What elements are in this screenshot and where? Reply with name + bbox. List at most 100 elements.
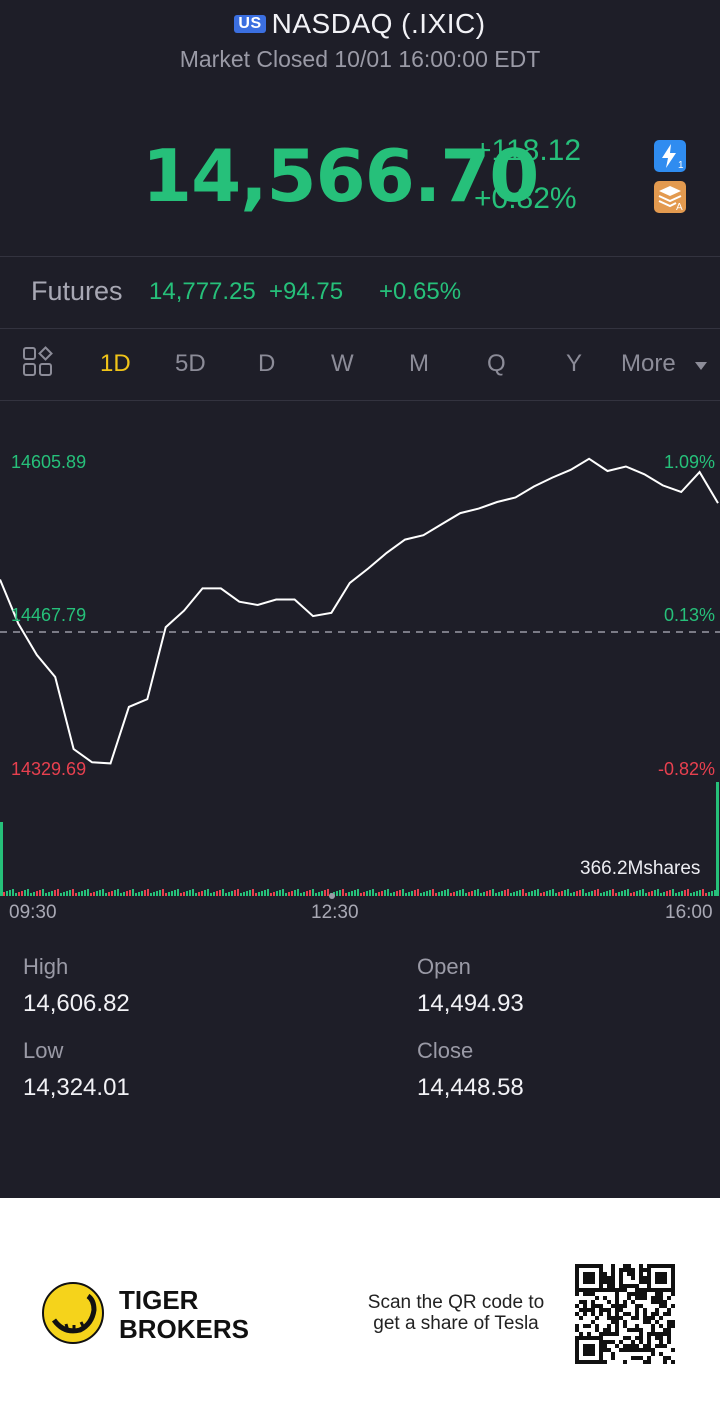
volume-bar (72, 889, 74, 896)
volume-bar (222, 889, 224, 896)
futures-label: Futures (31, 276, 123, 306)
index-name: NASDAQ (.IXIC) (271, 8, 486, 39)
volume-bar (339, 890, 341, 896)
volume-bar (492, 889, 494, 896)
volume-bar (270, 893, 272, 896)
volume-bar (642, 889, 644, 896)
volume-bar (498, 892, 500, 896)
volume-bar (120, 893, 122, 896)
tab-d[interactable]: D (258, 350, 276, 377)
volume-bar (45, 893, 47, 896)
volume-bar (336, 891, 338, 896)
volume-bar (630, 893, 632, 896)
volume-bar (174, 890, 176, 896)
volume-bar (534, 890, 536, 896)
tab-q[interactable]: Q (487, 350, 506, 377)
price-change: +118.12 (474, 134, 582, 167)
volume-bar (561, 891, 563, 896)
volume-bar (522, 889, 524, 896)
flash-quote-icon[interactable]: 1 (654, 140, 686, 172)
y-label-low: 14329.69 (11, 759, 87, 779)
futures-row[interactable]: Futures 14,777.25 +94.75 +0.65% (0, 256, 720, 328)
volume-bar (699, 890, 701, 896)
volume-bar (546, 891, 548, 896)
volume-bar (366, 891, 368, 896)
volume-bar (369, 890, 371, 896)
volume-bar (372, 889, 374, 896)
volume-bar (405, 893, 407, 896)
volume-bar (54, 890, 56, 896)
volume-bar (312, 889, 314, 896)
volume-bar (75, 893, 77, 896)
tab-w[interactable]: W (331, 350, 354, 377)
volume-bar (240, 893, 242, 896)
volume-bar (465, 893, 467, 896)
tab-more[interactable]: More (621, 350, 708, 378)
volume-bar (513, 892, 515, 896)
volume-bar (51, 891, 53, 896)
volume-bar (648, 892, 650, 896)
volume-bar (375, 893, 377, 896)
price-change-percent: +0.82% (474, 182, 577, 215)
volume-bar (666, 891, 668, 896)
volume-bar (510, 893, 512, 896)
volume-bar (564, 890, 566, 896)
tiger-logo-icon (42, 1282, 104, 1344)
period-tabs: 1D 5D D W M Q Y More (0, 330, 720, 400)
volume-bar (57, 889, 59, 896)
volume-bar (633, 892, 635, 896)
volume-bar (624, 890, 626, 896)
volume-bar (495, 893, 497, 896)
volume-bar (261, 891, 263, 896)
volume-bar (237, 889, 239, 896)
volume-bar (504, 890, 506, 896)
volume-bar (477, 889, 479, 896)
x-label-mid: 12:30 (311, 902, 359, 923)
grid-layout-icon[interactable] (22, 346, 54, 378)
midday-marker (329, 893, 335, 899)
tab-5d[interactable]: 5D (175, 350, 206, 377)
volume-bar (714, 890, 716, 896)
volume-bar (600, 893, 602, 896)
volume-bar (450, 893, 452, 896)
layers-icon[interactable]: A (654, 181, 686, 213)
tab-y[interactable]: Y (566, 350, 583, 377)
volume-bar (216, 891, 218, 896)
brand-name-line1: TIGER (119, 1285, 199, 1315)
volume-bar (582, 889, 584, 896)
futures-change: +94.75 (269, 278, 344, 305)
pct-label-low: -0.82% (657, 759, 715, 779)
volume-bar (204, 890, 206, 896)
volume-bar (258, 892, 260, 896)
pct-label-mid: 0.13% (663, 605, 715, 625)
volume-bar (129, 890, 131, 896)
volume-bar (429, 890, 431, 896)
volume-bar (621, 891, 623, 896)
futures-change-percent: +0.65% (379, 278, 462, 305)
tab-1d[interactable]: 1D (100, 350, 131, 377)
volume-bar (540, 893, 542, 896)
volume-bar (549, 890, 551, 896)
volume-bar (249, 890, 251, 896)
volume-bar (453, 892, 455, 896)
volume-bar (516, 891, 518, 896)
y-label-mid: 14467.79 (11, 605, 87, 625)
qr-code-icon[interactable] (575, 1264, 675, 1364)
volume-bar (507, 889, 509, 896)
volume-bar (462, 889, 464, 896)
volume-bar (432, 889, 434, 896)
volume-bar (321, 891, 323, 896)
volume-bar (210, 893, 212, 896)
volume-bar (579, 890, 581, 896)
volume-bar (144, 890, 146, 896)
volume-bar (696, 891, 698, 896)
volume-bar (567, 889, 569, 896)
volume-bar (618, 892, 620, 896)
volume-bar (705, 893, 707, 896)
volume-bar (609, 890, 611, 896)
volume-bar (690, 893, 692, 896)
volume-bar (654, 890, 656, 896)
intraday-chart[interactable]: 14605.89 14467.79 14329.69 1.09% 0.13% -… (0, 402, 720, 932)
tab-m[interactable]: M (409, 350, 429, 377)
volume-bar (315, 893, 317, 896)
